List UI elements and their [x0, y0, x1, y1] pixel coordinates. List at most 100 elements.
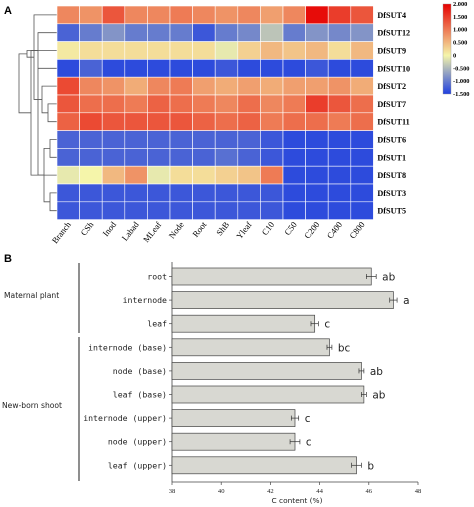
colorbar-tick-label: 2.000: [453, 1, 467, 8]
heatmap-cell: [79, 165, 103, 185]
heatmap-cell: [124, 165, 148, 185]
heatmap-cell: [260, 41, 284, 60]
heatmap-row-label: DfSUT10: [377, 64, 410, 73]
colorbar-bar: [442, 3, 452, 95]
heatmap-row-label: DfSUT8: [377, 171, 406, 180]
heatmap-cell: [237, 148, 261, 167]
heatmap-cell: [237, 94, 261, 114]
heatmap-cell: [147, 112, 171, 131]
heatmap-cell: [56, 165, 80, 185]
x-tick-label: 38: [169, 488, 176, 495]
x-tick-label: 48: [415, 488, 422, 495]
heatmap-column-label: C50: [282, 220, 299, 237]
heatmap-cell: [169, 201, 193, 220]
significance-label: c: [306, 437, 312, 449]
significance-label: ab: [372, 390, 385, 402]
heatmap-cell: [79, 5, 103, 25]
heatmap-column-label: C10: [260, 220, 277, 237]
heatmap-cell: [124, 112, 148, 131]
heatmap-cell: [214, 41, 239, 60]
heatmap-cell: [56, 201, 80, 220]
heatmap-cell: [305, 130, 329, 149]
bar: [171, 385, 365, 404]
heatmap-cell: [282, 94, 306, 114]
heatmap-cell: [350, 41, 374, 60]
heatmap-cell: [192, 130, 216, 149]
heatmap-cell: [327, 94, 352, 114]
heatmap-cell: [327, 59, 352, 78]
heatmap-cell: [101, 165, 126, 185]
heatmap-cell: [192, 94, 216, 114]
heatmap-row-label: DfSUT7: [377, 100, 406, 109]
bar: [171, 409, 296, 427]
heatmap-cell: [169, 76, 193, 96]
heatmap-cell: [79, 76, 103, 96]
heatmap-column-label: CSh: [78, 219, 95, 237]
heatmap-cell: [305, 148, 329, 167]
heatmap-cell: [237, 5, 261, 25]
heatmap-cell: [101, 130, 126, 149]
heatmap-cell: [124, 23, 148, 42]
colorbar-tick-label: 0: [453, 52, 456, 59]
heatmap-cell: [169, 94, 193, 114]
dendrogram-link: [41, 85, 57, 114]
heatmap-cell: [214, 94, 239, 114]
heatmap-cell: [147, 148, 171, 167]
significance-label: bc: [338, 342, 351, 354]
dendrogram-link: [47, 103, 57, 123]
heatmap-cell: [214, 5, 239, 25]
heatmap-cell: [124, 130, 148, 149]
heatmap-cell: [214, 59, 239, 78]
heatmap-cell: [147, 5, 171, 25]
heatmap-cell: [214, 130, 239, 149]
heatmap-cell: [101, 112, 126, 131]
heatmap-cell: [327, 148, 352, 167]
heatmap-column-label: Labad: [120, 219, 142, 243]
heatmap-cell: [237, 130, 261, 149]
significance-label: c: [324, 319, 330, 331]
heatmap-cell: [124, 148, 148, 167]
heatmap-cell: [350, 130, 374, 149]
heatmap-cell: [260, 59, 284, 78]
heatmap-cell: [79, 41, 103, 60]
heatmap-column-label: Root: [190, 219, 209, 239]
heatmap-cell: [327, 165, 352, 185]
bar: [171, 314, 316, 333]
x-tick-label: 42: [267, 488, 274, 495]
heatmap-cell: [192, 59, 216, 78]
heatmap-cell: [237, 59, 261, 78]
heatmap-cell: [237, 201, 261, 220]
row-dendrogram: [18, 14, 57, 212]
heatmap-cell: [327, 183, 352, 203]
heatmap-cell: [214, 148, 239, 167]
bar: [171, 432, 296, 451]
colorbar-tick-label: 1.500: [453, 14, 467, 21]
dendrogram-link: [33, 14, 57, 100]
heatmap-column-labels: Branch CSh Inod Labad MLeaf Node Root ShB Yleaf C…: [50, 219, 367, 245]
heatmap-cell: [56, 112, 80, 131]
heatmap-cell: [192, 76, 216, 96]
heatmap-column-label: Branch: [50, 219, 74, 245]
heatmap-cell: [147, 59, 171, 78]
heatmap-cell: [192, 41, 216, 60]
heatmap-cell: [79, 94, 103, 114]
heatmap-cell: [260, 112, 284, 131]
dendrogram-link: [37, 32, 57, 69]
panel-b-letter: B: [4, 253, 12, 265]
heatmap-cell: [214, 183, 239, 203]
heatmap-cell: [147, 183, 171, 203]
bar: [171, 291, 394, 309]
heatmap-column-label: ShB: [214, 219, 231, 237]
heatmap-column-label: Yleaf: [234, 220, 254, 241]
heatmap-column-label: MLeaf: [141, 220, 163, 245]
heatmap-cell: [101, 148, 126, 167]
heatmap-cell: [79, 148, 103, 167]
heatmap-cell: [305, 76, 329, 96]
heatmap-cell: [237, 165, 261, 185]
bar: [171, 362, 362, 380]
x-axis-title: C content (%): [272, 496, 323, 505]
heatmap-cell: [56, 94, 80, 114]
heatmap-cell: [56, 148, 80, 167]
heatmap-cell: [350, 112, 374, 131]
